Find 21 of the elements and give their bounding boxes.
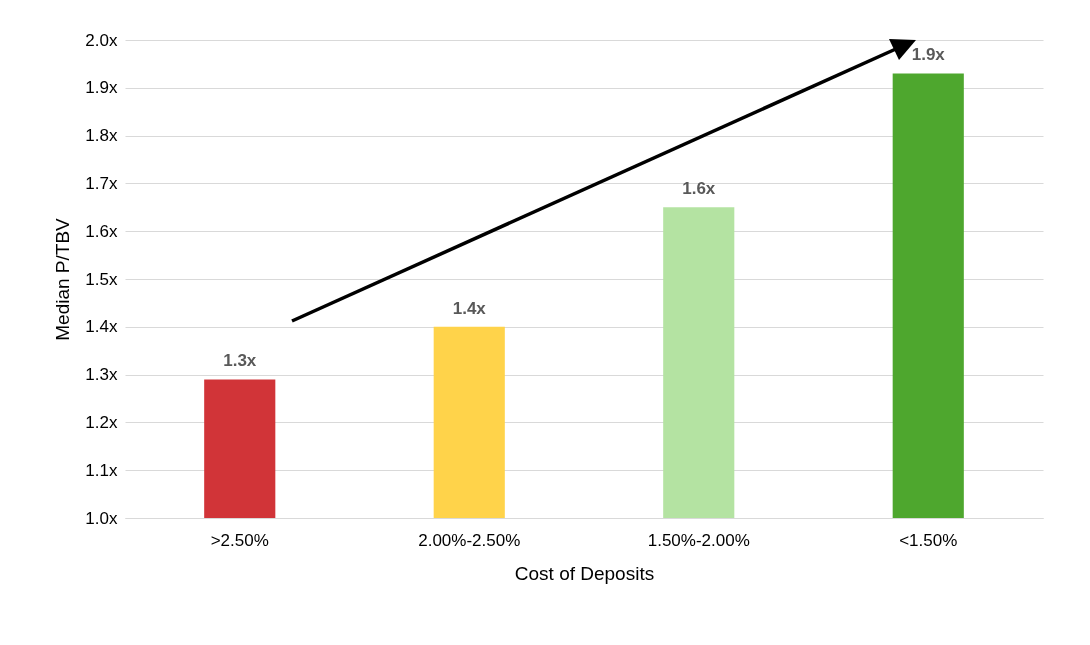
- y-tick-label: 1.8x: [85, 126, 118, 146]
- y-tick-label: 1.6x: [85, 221, 118, 241]
- y-tick-label: 1.3x: [85, 365, 118, 385]
- y-tick-label: 1.1x: [85, 460, 118, 480]
- x-axis-title: Cost of Deposits: [514, 562, 655, 584]
- y-tick-label: 1.2x: [85, 412, 118, 432]
- data-label: 1.4x: [452, 298, 487, 318]
- y-tick-label: 1.7x: [85, 173, 118, 193]
- x-tick-label: <1.50%: [899, 530, 958, 550]
- y-tick-label: 1.5x: [85, 269, 118, 289]
- y-tick-label: 1.0x: [85, 508, 118, 528]
- y-tick-label: 1.9x: [85, 78, 118, 98]
- y-axis-title: Median P/TBV: [52, 217, 74, 341]
- data-label: 1.3x: [223, 351, 257, 371]
- x-tick-label: 1.50%-2.00%: [647, 530, 750, 550]
- x-tick-label: >2.50%: [210, 530, 269, 550]
- x-tick-label: 2.00%-2.50%: [418, 530, 521, 550]
- data-label: 1.6x: [682, 179, 716, 199]
- y-tick-label: 2.0x: [85, 30, 118, 50]
- data-label: 1.9x: [911, 45, 946, 65]
- y-tick-label: 1.4x: [85, 317, 118, 337]
